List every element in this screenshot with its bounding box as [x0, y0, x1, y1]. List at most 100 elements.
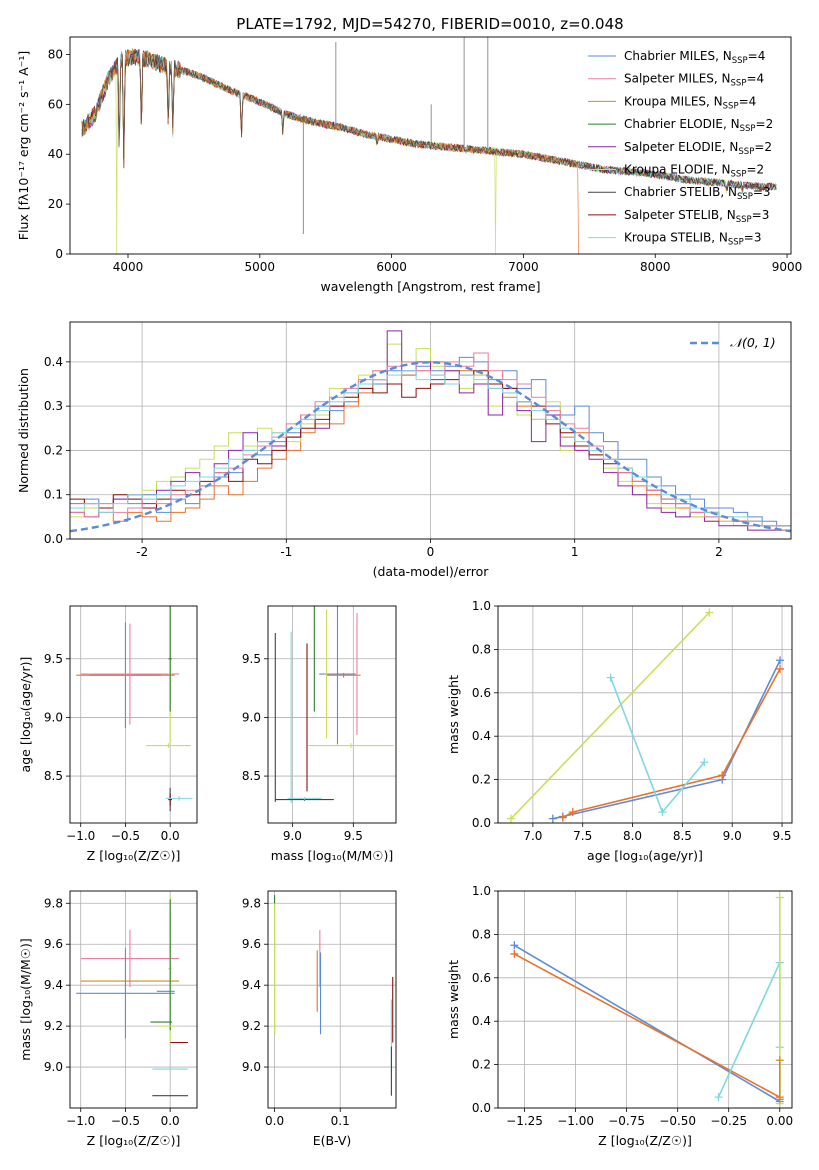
weight-point-marker: [658, 808, 667, 817]
legend-label: Salpeter STELIB, NSSP=3: [624, 208, 769, 225]
weight-point-marker: [714, 1093, 723, 1102]
x-tick-label: −1.25: [506, 1114, 543, 1128]
y-tick-label: 1.0: [472, 599, 491, 613]
x-axis-label: (data-model)/error: [373, 564, 490, 579]
x-axis-label: E(B-V): [313, 1133, 352, 1148]
y-tick-label: 9.5: [242, 652, 261, 666]
legend-label-suffix: =3: [753, 185, 771, 199]
gaussian-curve: [70, 361, 791, 533]
y-tick-label: 9.0: [44, 710, 63, 724]
legend-label-sub: SSP: [738, 147, 754, 157]
legend-label-sub: SSP: [737, 192, 753, 202]
weight-point-marker: [775, 893, 784, 902]
y-tick-label: 0.8: [472, 927, 491, 941]
x-tick-label: 9.5: [772, 829, 791, 843]
x-tick-label: 0.1: [331, 1114, 350, 1128]
legend-label-sub: SSP: [736, 215, 752, 225]
legend-label-suffix: =3: [744, 231, 762, 245]
y-tick-label: 0.3: [44, 399, 63, 413]
x-tick-label: −0.5: [111, 829, 140, 843]
y-tick-label: 0.1: [44, 488, 63, 502]
y-tick-label: 0.0: [472, 816, 491, 830]
y-tick-label: 9.0: [242, 1060, 261, 1074]
y-tick-label: 9.5: [44, 652, 63, 666]
weight-point-marker: [510, 949, 519, 958]
weight-line-kroupa_elodie: [510, 611, 710, 820]
x-tick-label: -1: [280, 545, 292, 559]
x-tick-label: −0.75: [608, 1114, 645, 1128]
y-axis-label: age [log₁₀(age/yr)]: [18, 657, 33, 773]
legend-label-suffix: =2: [754, 140, 772, 154]
x-tick-label: -2: [136, 545, 148, 559]
x-tick-label: 0: [427, 545, 435, 559]
legend-label-sub: SSP: [740, 124, 756, 134]
x-tick-label: −0.25: [710, 1114, 747, 1128]
y-tick-label: 9.8: [242, 896, 261, 910]
legend-label-sub: SSP: [723, 101, 739, 111]
y-tick-label: 8.5: [44, 769, 63, 783]
legend-label: Kroupa STELIB, NSSP=3: [624, 231, 762, 248]
panels-layer: 4000 5000 6000 7000 8000 9000020406080wavelen…: [16, 36, 802, 1148]
legend-label-sub: SSP: [731, 79, 747, 89]
y-tick-label: 0.0: [44, 532, 63, 546]
x-tick-label: 9.0: [723, 829, 742, 843]
x-axis-label: Z [log₁₀(Z/Z☉)]: [598, 1133, 692, 1148]
x-tick-label: 8.0: [623, 829, 642, 843]
legend-label: Salpeter ELODIE, NSSP=2: [624, 140, 772, 157]
legend-label-main: Kroupa STELIB, N: [624, 231, 728, 245]
x-tick-label: 0.00: [766, 1114, 793, 1128]
legend-label: Chabrier MILES, NSSP=4: [624, 49, 765, 66]
y-tick-label: 9.0: [242, 710, 261, 724]
legend-label-suffix: =2: [756, 117, 774, 131]
legend-label: Chabrier STELIB, NSSP=3: [624, 185, 771, 202]
legend-label-sub: SSP: [732, 56, 748, 66]
y-tick-label: 60: [48, 97, 63, 111]
legend-label-main: Kroupa MILES, N: [624, 94, 723, 108]
histogram-traces: [70, 330, 791, 533]
y-axis-label: mass weight: [446, 960, 461, 1039]
y-tick-label: 0: [55, 247, 63, 261]
x-tick-label: −0.50: [659, 1114, 696, 1128]
legend-label-main: Salpeter ELODIE, N: [624, 140, 738, 154]
mass_vs_ebv-panel: 0.0 0.1 9.0 9.2 9.4 9.6 9.8 E(B-V): [242, 890, 397, 1148]
figure-title: PLATE=1792, MJD=54270, FIBERID=0010, z=0…: [236, 15, 623, 33]
legend-label-suffix: =2: [746, 163, 764, 177]
histogram-step-salpeter_miles: [70, 352, 791, 531]
axes-frame: [69, 890, 198, 1109]
axes-frame: [497, 605, 793, 824]
y-tick-label: 0.2: [472, 1058, 491, 1072]
x-axis-label: age [log₁₀(age/yr)]: [587, 848, 703, 863]
residual-panel: -2 -1 0 1 2 0.0 0.1 0.2 0.3 0.4 (data-model)/error…: [16, 321, 792, 579]
legend-label: Chabrier ELODIE, NSSP=2: [624, 117, 773, 134]
legend-label-suffix: =4: [739, 94, 757, 108]
x-tick-label: −1.00: [557, 1114, 594, 1128]
y-tick-label: 9.0: [44, 1060, 63, 1074]
y-tick-label: 0.4: [472, 729, 491, 743]
spectrum-traces: [81, 37, 777, 254]
y-axis-label: mass weight: [446, 675, 461, 754]
weight-line-chabrier_miles: [552, 659, 781, 820]
weight-point-marker: [775, 1095, 784, 1104]
x-tick-label: 0.0: [265, 1114, 284, 1128]
weight-line-orange_fit: [562, 668, 781, 819]
x-tick-label: 8.5: [673, 829, 692, 843]
weight-point-marker: [705, 608, 714, 617]
x-tick-label: −0.5: [111, 1114, 140, 1128]
mass_vs_Z-panel: −1.0 −0.5 0.0 9.0 9.2 9.4 9.6 9.8 Z [log₁₀(Z/Z☉)…: [18, 890, 198, 1148]
x-tick-label: 6000: [376, 260, 407, 274]
y-tick-label: 0.4: [44, 355, 63, 369]
y-tick-label: 0.8: [472, 642, 491, 656]
spectrum-panel: 4000 5000 6000 7000 8000 9000 0 20 40 60 80 wavelen…: [16, 36, 802, 294]
weight-point-marker: [506, 814, 515, 823]
y-tick-label: 1.0: [472, 884, 491, 898]
legend-label-suffix: =4: [748, 49, 766, 63]
mass_vs_Z-marks: [76, 895, 189, 1097]
x-tick-label: 0.0: [161, 1114, 180, 1128]
axes-frame: [267, 605, 397, 824]
legend-label-suffix: =4: [746, 72, 764, 86]
y-tick-label: 9.2: [242, 1019, 261, 1033]
y-tick-label: 9.4: [44, 978, 63, 992]
x-tick-label: 7000: [508, 260, 539, 274]
weight-line-kroupa_stelib: [717, 962, 781, 1098]
weight-point-marker: [700, 758, 709, 767]
